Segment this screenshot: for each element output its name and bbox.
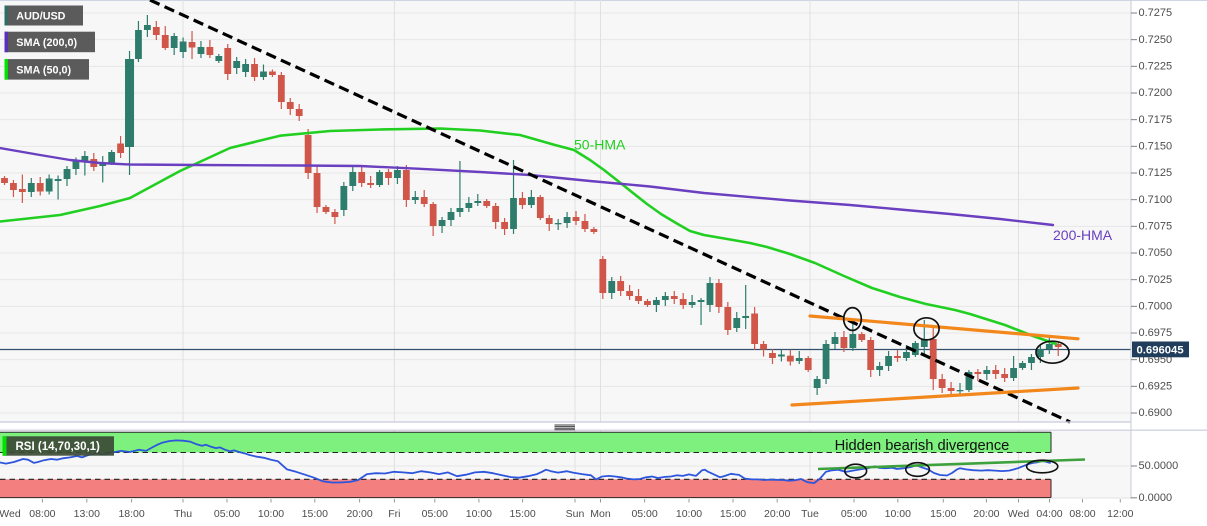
svg-text:08:00: 08:00 [1069, 508, 1095, 520]
svg-text:Sun: Sun [566, 508, 585, 520]
svg-text:Tue: Tue [801, 508, 819, 520]
svg-text:50.0000: 50.0000 [1139, 460, 1179, 472]
svg-text:RSI (14,70,30,1): RSI (14,70,30,1) [16, 441, 101, 453]
svg-text:0.7275: 0.7275 [1139, 7, 1173, 19]
svg-text:05:00: 05:00 [422, 508, 448, 520]
svg-text:0.7000: 0.7000 [1139, 301, 1173, 313]
svg-text:200-HMA: 200-HMA [1053, 227, 1113, 243]
svg-text:Mon: Mon [590, 508, 611, 520]
svg-text:SMA (50,0): SMA (50,0) [16, 64, 71, 76]
svg-text:05:00: 05:00 [841, 508, 867, 520]
svg-text:SMA (200,0): SMA (200,0) [16, 37, 77, 49]
svg-text:05:00: 05:00 [631, 508, 657, 520]
svg-text:15:00: 15:00 [930, 508, 956, 520]
svg-text:15:00: 15:00 [509, 508, 535, 520]
svg-text:10:00: 10:00 [466, 508, 492, 520]
svg-text:20:00: 20:00 [764, 508, 790, 520]
svg-text:0.7175: 0.7175 [1139, 114, 1173, 126]
svg-text:Hidden bearish divergence: Hidden bearish divergence [835, 438, 1010, 454]
svg-text:0.7050: 0.7050 [1139, 247, 1173, 259]
svg-text:0.7250: 0.7250 [1139, 34, 1173, 46]
svg-text:13:00: 13:00 [74, 508, 100, 520]
svg-text:Wed: Wed [1008, 508, 1030, 520]
svg-text:05:00: 05:00 [214, 508, 240, 520]
svg-text:04:00: 04:00 [1036, 508, 1062, 520]
svg-text:20:00: 20:00 [973, 508, 999, 520]
svg-text:18:00: 18:00 [118, 508, 144, 520]
svg-text:0.7225: 0.7225 [1139, 61, 1173, 73]
svg-text:08:00: 08:00 [29, 508, 55, 520]
svg-text:0.6900: 0.6900 [1139, 407, 1173, 419]
svg-text:0.7150: 0.7150 [1139, 141, 1173, 153]
svg-text:AUD/USD: AUD/USD [16, 11, 65, 23]
svg-text:10:00: 10:00 [676, 508, 702, 520]
svg-text:0.696045: 0.696045 [1137, 344, 1184, 356]
svg-text:0.7200: 0.7200 [1139, 87, 1173, 99]
svg-text:Fri: Fri [388, 508, 400, 520]
svg-text:15:00: 15:00 [302, 508, 328, 520]
svg-text:10:00: 10:00 [885, 508, 911, 520]
svg-text:0.0000: 0.0000 [1139, 492, 1173, 504]
svg-text:0.7075: 0.7075 [1139, 221, 1173, 233]
svg-text:15:00: 15:00 [720, 508, 746, 520]
svg-text:0.7125: 0.7125 [1139, 167, 1173, 179]
svg-text:20:00: 20:00 [346, 508, 372, 520]
svg-text:10:00: 10:00 [258, 508, 284, 520]
svg-text:Wed: Wed [0, 508, 21, 520]
svg-text:50-HMA: 50-HMA [574, 137, 626, 153]
svg-text:0.6925: 0.6925 [1139, 381, 1173, 393]
svg-text:Thu: Thu [174, 508, 192, 520]
svg-text:0.7025: 0.7025 [1139, 274, 1173, 286]
svg-text:0.7100: 0.7100 [1139, 194, 1173, 206]
svg-text:0.6975: 0.6975 [1139, 327, 1173, 339]
svg-text:12:00: 12:00 [1107, 508, 1133, 520]
